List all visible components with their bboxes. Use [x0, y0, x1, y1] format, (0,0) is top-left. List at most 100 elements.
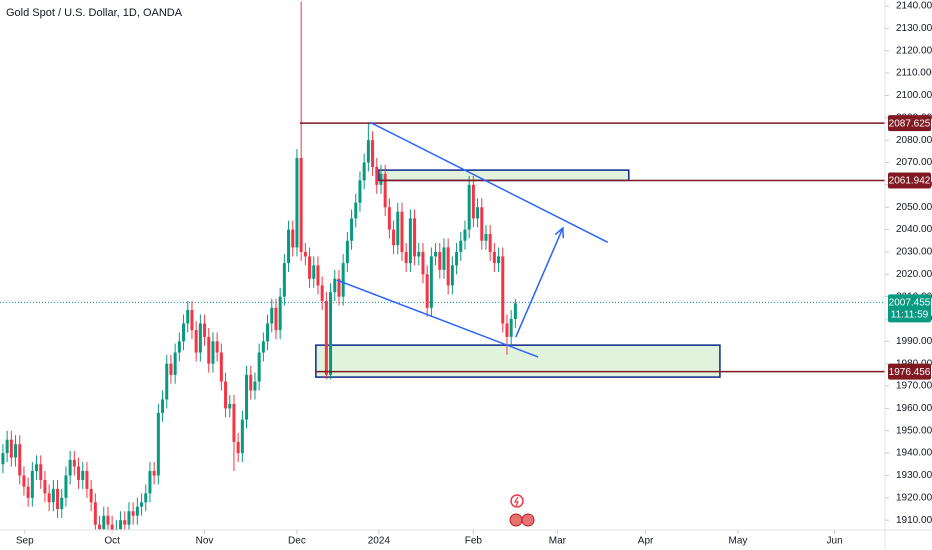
candle-body: [240, 419, 244, 454]
x-tick-label: Dec: [288, 536, 306, 547]
y-tick-label: 1930.000: [896, 470, 932, 481]
y-tick-label: 2030.000: [896, 247, 932, 258]
candle-body: [43, 479, 47, 494]
candle-body: [169, 363, 173, 375]
candle-body: [1, 453, 5, 465]
candle-body: [341, 263, 345, 297]
candle-body: [14, 444, 18, 458]
candle-body: [56, 488, 60, 509]
candle-body: [459, 240, 463, 252]
y-tick-label: 2120.000: [896, 45, 932, 56]
candle-body: [329, 292, 333, 375]
candle-body: [295, 158, 299, 248]
y-tick-label: 2050.000: [896, 202, 932, 213]
candle-body: [26, 486, 30, 498]
candle-body: [404, 251, 408, 264]
candle-body: [345, 240, 349, 264]
candle-body: [442, 247, 446, 270]
candle-body: [429, 256, 433, 308]
candle-body: [51, 488, 55, 503]
candle-body: [253, 381, 257, 391]
candle-body: [207, 336, 211, 364]
candle-body: [156, 412, 160, 476]
level-label: 2087.625: [889, 118, 931, 129]
candle-body: [148, 470, 152, 494]
chart-title: Gold Spot / U.S. Dollar, 1D, OANDA: [6, 7, 183, 19]
candle-body: [219, 352, 223, 382]
candle-body: [203, 323, 207, 337]
candle-body: [47, 493, 51, 503]
level-label: 1976.456: [889, 367, 931, 378]
candle-body: [362, 162, 366, 181]
candle-body: [93, 502, 97, 525]
last-price-label: 2007.455: [889, 297, 931, 308]
candle-body: [72, 459, 76, 467]
candle-body: [278, 296, 282, 331]
candle-body: [324, 301, 328, 375]
candle-body: [333, 278, 337, 293]
candle-body: [194, 330, 198, 353]
candle-body: [39, 464, 43, 480]
y-tick-label: 1910.000: [896, 515, 932, 526]
candle-body: [505, 323, 509, 337]
candle-body: [438, 251, 442, 270]
candle-body: [383, 173, 387, 208]
candle-body: [102, 515, 106, 530]
y-tick-label: 2020.000: [896, 269, 932, 280]
y-tick-label: 2080.000: [896, 135, 932, 146]
candle-body: [173, 352, 177, 375]
candle-body: [282, 263, 286, 297]
candle-body: [354, 202, 358, 219]
candle-body: [35, 464, 39, 471]
candle-body: [358, 180, 362, 203]
y-tick-label: 2040.000: [896, 224, 932, 235]
candle-body: [488, 234, 492, 252]
candle-body: [249, 374, 253, 391]
y-tick-label: 1990.000: [896, 336, 932, 347]
candle-body: [9, 439, 13, 458]
candle-body: [375, 166, 379, 185]
candle-body: [455, 251, 459, 266]
candle-body: [417, 251, 421, 257]
candle-body: [64, 475, 68, 498]
candle-body: [484, 234, 488, 241]
x-tick-label: Mar: [549, 536, 567, 547]
candle-body: [450, 265, 454, 286]
candle-body: [110, 524, 114, 530]
x-tick-label: Sep: [16, 536, 34, 547]
candle-body: [476, 207, 480, 219]
y-tick-label: 1960.000: [896, 403, 932, 414]
candle-body: [161, 399, 165, 413]
candle-body: [177, 341, 181, 353]
level-label: 2061.942: [889, 176, 931, 187]
last-price-tag: [888, 294, 931, 323]
candle-body: [198, 323, 202, 353]
y-tick-label: 1950.000: [896, 425, 932, 436]
candle-body: [270, 307, 274, 324]
candle-body: [89, 488, 93, 503]
candle-body: [224, 381, 228, 409]
candle-body: [131, 511, 135, 516]
candle-body: [140, 502, 144, 507]
arrow-head: [554, 226, 565, 239]
candle-body: [81, 470, 85, 480]
y-tick-label: 1940.000: [896, 448, 932, 459]
candle-body: [232, 403, 236, 442]
candle-body: [144, 493, 148, 503]
x-tick-label: Nov: [196, 536, 214, 547]
candle-body: [190, 310, 194, 331]
candle-body: [303, 251, 307, 257]
candle-body: [434, 251, 438, 257]
candle-body: [291, 229, 295, 248]
candle-body: [123, 520, 127, 525]
y-tick-label: 2100.000: [896, 90, 932, 101]
candle-body: [228, 403, 232, 409]
candle-body: [215, 341, 219, 353]
candle-body: [106, 515, 110, 525]
candle-body: [98, 524, 102, 530]
candle-body: [119, 520, 123, 530]
event-icon: [509, 513, 523, 527]
candle-body: [446, 247, 450, 286]
